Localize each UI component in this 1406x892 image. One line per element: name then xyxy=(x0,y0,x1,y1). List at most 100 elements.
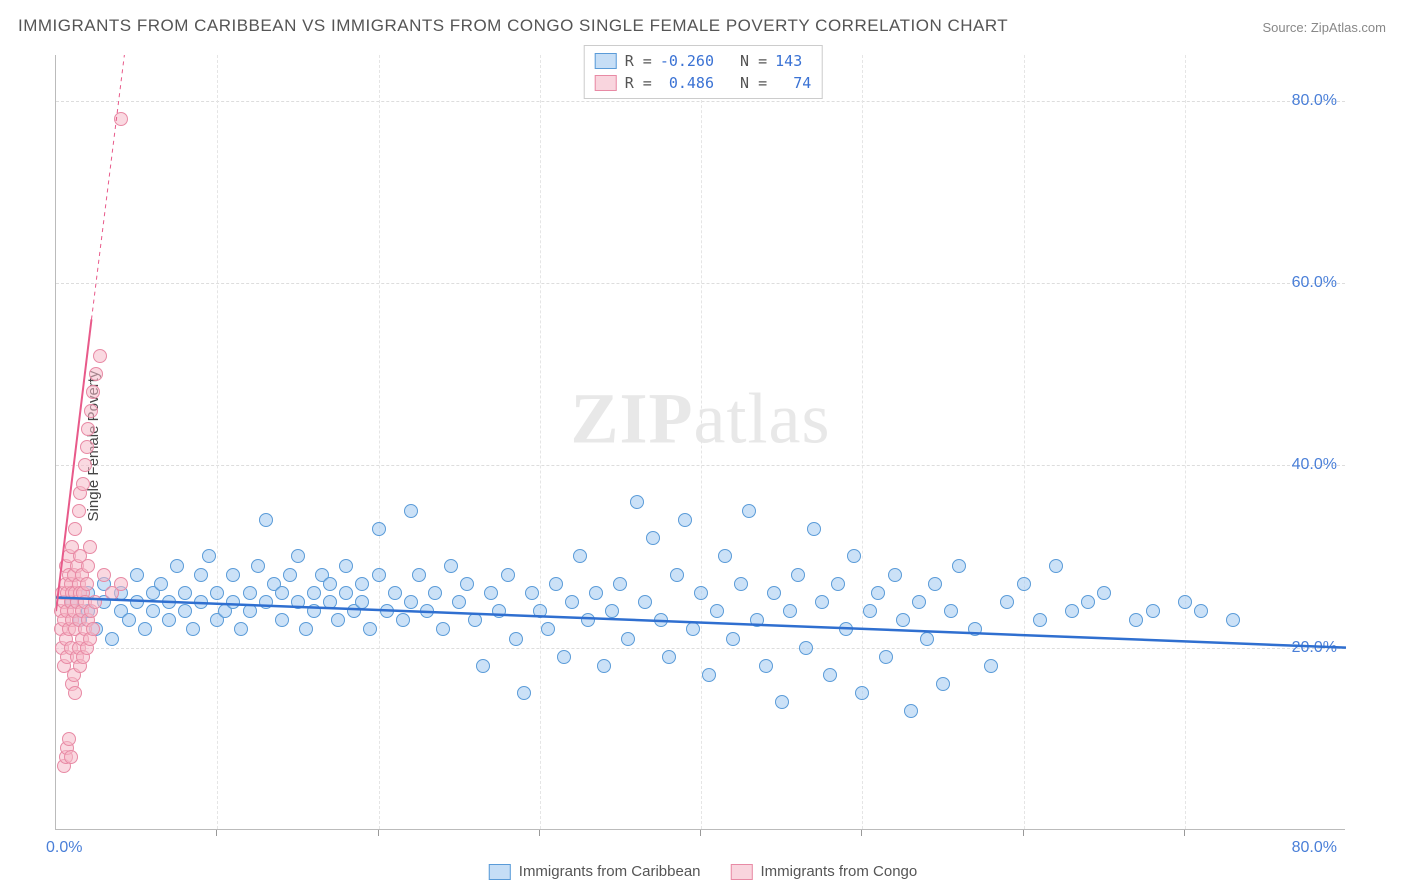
scatter-point xyxy=(307,604,321,618)
scatter-point xyxy=(1146,604,1160,618)
scatter-point xyxy=(597,659,611,673)
scatter-point xyxy=(226,568,240,582)
scatter-point xyxy=(831,577,845,591)
scatter-point xyxy=(226,595,240,609)
y-tick-label: 20.0% xyxy=(1292,639,1337,657)
x-tick-mark xyxy=(539,830,540,836)
scatter-point xyxy=(1097,586,1111,600)
scatter-point xyxy=(775,695,789,709)
y-tick-label: 60.0% xyxy=(1292,274,1337,292)
gridline-v xyxy=(217,55,218,829)
correlation-legend: R = -0.260 N = 143 R = 0.486 N = 74 xyxy=(584,45,823,99)
swatch-pink-icon xyxy=(731,864,753,880)
scatter-point xyxy=(807,522,821,536)
scatter-point xyxy=(484,586,498,600)
scatter-point xyxy=(146,604,160,618)
gridline-v xyxy=(862,55,863,829)
scatter-point xyxy=(83,540,97,554)
scatter-point xyxy=(86,385,100,399)
scatter-point xyxy=(476,659,490,673)
scatter-point xyxy=(871,586,885,600)
scatter-point xyxy=(613,577,627,591)
scatter-point xyxy=(912,595,926,609)
scatter-point xyxy=(372,568,386,582)
scatter-point xyxy=(944,604,958,618)
scatter-point xyxy=(436,622,450,636)
scatter-point xyxy=(202,549,216,563)
scatter-point xyxy=(84,404,98,418)
scatter-point xyxy=(428,586,442,600)
scatter-point xyxy=(750,613,764,627)
x-tick-max: 80.0% xyxy=(1292,839,1337,857)
n-value-1: 143 xyxy=(775,52,802,70)
scatter-point xyxy=(81,559,95,573)
n-label-2: N = xyxy=(722,74,767,92)
n-label-1: N = xyxy=(722,52,767,70)
scatter-point xyxy=(283,568,297,582)
gridline-v xyxy=(701,55,702,829)
plot-area: ZIPatlas 0.0% 80.0% 20.0%40.0%60.0%80.0% xyxy=(55,55,1345,830)
legend-item-congo: Immigrants from Congo xyxy=(731,863,918,880)
scatter-point xyxy=(694,586,708,600)
y-tick-label: 40.0% xyxy=(1292,456,1337,474)
scatter-point xyxy=(243,586,257,600)
x-tick-mark xyxy=(216,830,217,836)
n-value-2: 74 xyxy=(775,74,811,92)
scatter-point xyxy=(339,586,353,600)
scatter-point xyxy=(605,604,619,618)
scatter-point xyxy=(396,613,410,627)
scatter-point xyxy=(710,604,724,618)
legend-row-congo: R = 0.486 N = 74 xyxy=(595,72,812,94)
scatter-point xyxy=(162,595,176,609)
scatter-point xyxy=(638,595,652,609)
scatter-point xyxy=(1000,595,1014,609)
scatter-point xyxy=(89,367,103,381)
scatter-point xyxy=(759,659,773,673)
scatter-point xyxy=(420,604,434,618)
scatter-point xyxy=(194,568,208,582)
swatch-pink-icon xyxy=(595,75,617,91)
scatter-point xyxy=(920,632,934,646)
scatter-point xyxy=(138,622,152,636)
scatter-point xyxy=(76,477,90,491)
scatter-point xyxy=(1129,613,1143,627)
scatter-point xyxy=(896,613,910,627)
scatter-point xyxy=(734,577,748,591)
scatter-point xyxy=(412,568,426,582)
scatter-point xyxy=(307,586,321,600)
swatch-blue-icon xyxy=(489,864,511,880)
source-label: Source: xyxy=(1262,20,1310,35)
scatter-point xyxy=(404,595,418,609)
scatter-point xyxy=(823,668,837,682)
scatter-point xyxy=(646,531,660,545)
scatter-point xyxy=(194,595,208,609)
scatter-point xyxy=(81,422,95,436)
scatter-point xyxy=(533,604,547,618)
scatter-point xyxy=(114,577,128,591)
scatter-point xyxy=(1065,604,1079,618)
scatter-point xyxy=(686,622,700,636)
scatter-point xyxy=(573,549,587,563)
scatter-point xyxy=(80,577,94,591)
scatter-point xyxy=(275,613,289,627)
scatter-point xyxy=(904,704,918,718)
gridline-v xyxy=(540,55,541,829)
scatter-point xyxy=(323,595,337,609)
scatter-point xyxy=(291,595,305,609)
scatter-point xyxy=(299,622,313,636)
scatter-point xyxy=(1033,613,1047,627)
x-tick-mark xyxy=(700,830,701,836)
scatter-point xyxy=(460,577,474,591)
scatter-point xyxy=(879,650,893,664)
scatter-point xyxy=(363,622,377,636)
scatter-point xyxy=(178,604,192,618)
scatter-point xyxy=(88,595,102,609)
scatter-point xyxy=(799,641,813,655)
r-label-1: R = xyxy=(625,52,652,70)
scatter-point xyxy=(68,686,82,700)
scatter-point xyxy=(86,622,100,636)
scatter-point xyxy=(670,568,684,582)
scatter-point xyxy=(928,577,942,591)
legend-label-caribbean: Immigrants from Caribbean xyxy=(519,863,701,880)
scatter-point xyxy=(984,659,998,673)
